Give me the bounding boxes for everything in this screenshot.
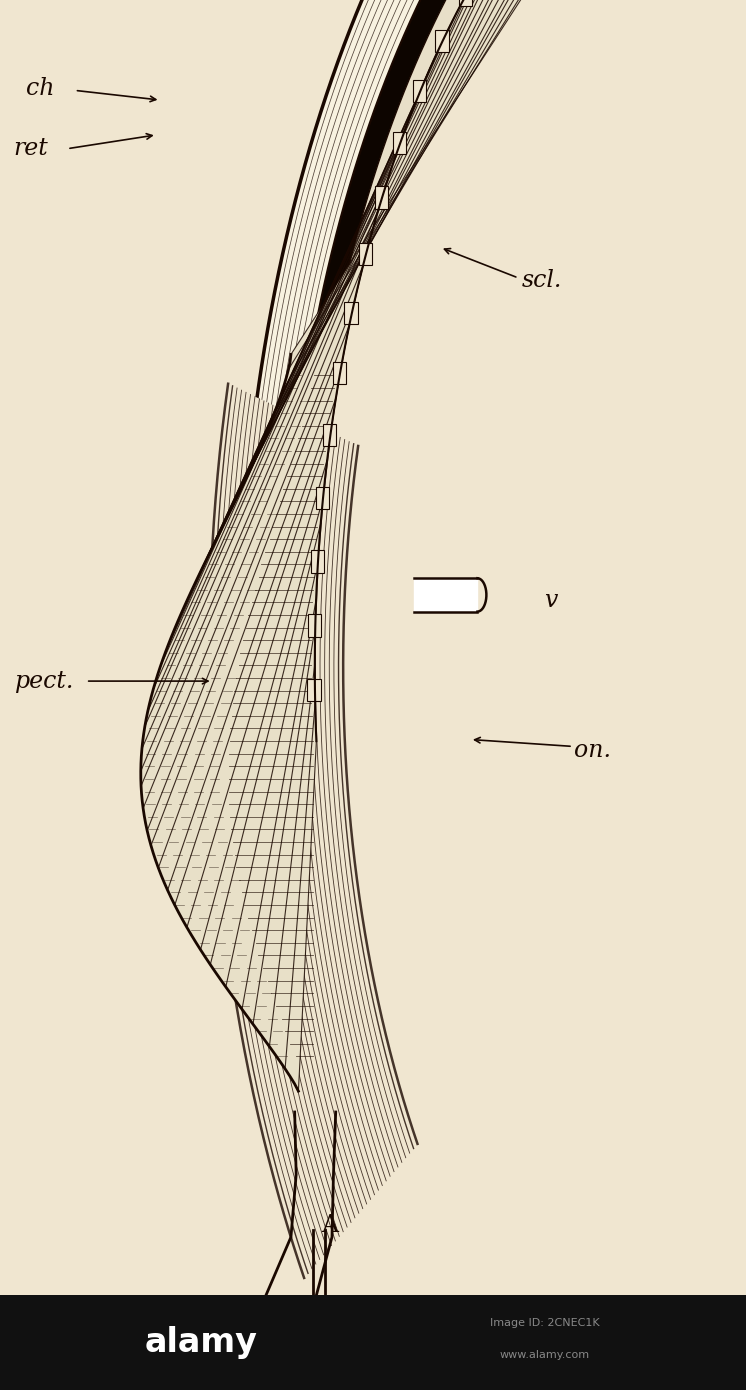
Bar — [359, 243, 372, 265]
Bar — [0, 1295, 746, 1390]
Text: on.: on. — [574, 739, 612, 762]
Text: ch: ch — [26, 78, 54, 100]
Bar — [333, 363, 346, 385]
Text: pect.: pect. — [15, 670, 75, 692]
Bar — [316, 486, 329, 509]
Bar — [310, 550, 324, 573]
Text: ret: ret — [13, 138, 48, 160]
Bar — [308, 614, 322, 637]
Polygon shape — [209, 384, 418, 1277]
Text: alamy: alamy — [145, 1326, 258, 1359]
Text: Image ID: 2CNEC1K: Image ID: 2CNEC1K — [490, 1318, 599, 1329]
Text: A: A — [321, 1215, 338, 1237]
Bar — [374, 186, 388, 208]
Polygon shape — [239, 0, 746, 1002]
Bar — [345, 302, 358, 324]
Bar — [323, 424, 336, 446]
Bar — [393, 132, 407, 154]
Bar — [435, 31, 448, 53]
Polygon shape — [283, 0, 746, 976]
Bar — [307, 678, 321, 701]
Bar — [413, 79, 427, 101]
Polygon shape — [302, 0, 746, 966]
Bar — [459, 0, 472, 6]
Text: www.alamy.com: www.alamy.com — [500, 1350, 589, 1361]
Polygon shape — [141, 0, 672, 1091]
Text: scl.: scl. — [522, 270, 562, 292]
Text: v: v — [545, 589, 558, 612]
